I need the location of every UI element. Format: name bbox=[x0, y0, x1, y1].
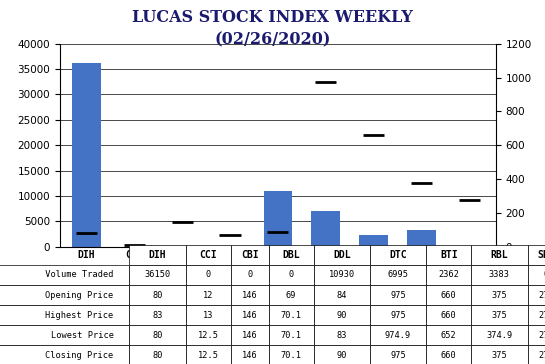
Text: LUCAS STOCK INDEX WEEKLY: LUCAS STOCK INDEX WEEKLY bbox=[132, 9, 413, 26]
Bar bbox=[359, 235, 388, 247]
Bar bbox=[264, 191, 292, 247]
Bar bbox=[407, 230, 436, 247]
Bar bbox=[72, 63, 101, 247]
Text: (02/26/2020): (02/26/2020) bbox=[214, 31, 331, 48]
Bar bbox=[312, 211, 340, 247]
